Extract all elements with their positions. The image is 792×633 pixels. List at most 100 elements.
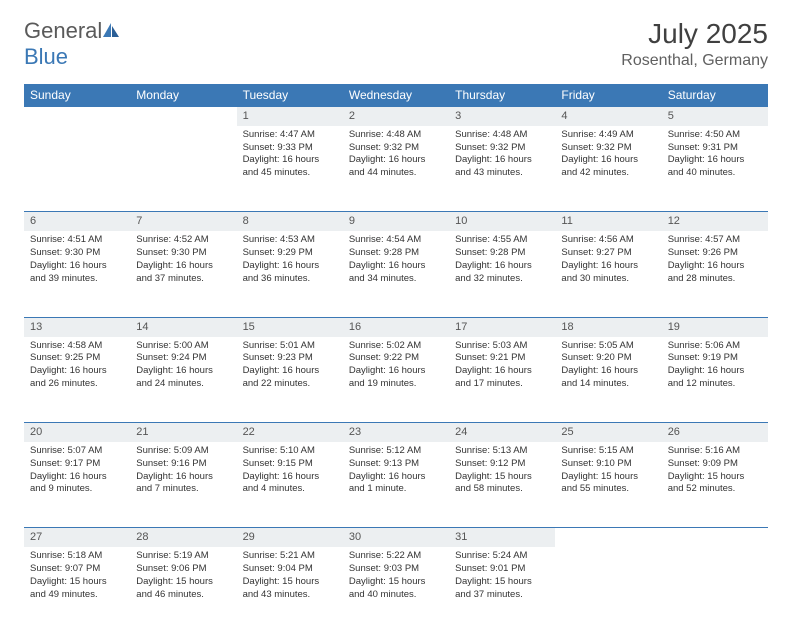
sunrise-text: Sunrise: 5:12 AM [349,445,443,458]
sunset-text: Sunset: 9:32 PM [561,142,655,155]
sunset-text: Sunset: 9:28 PM [455,247,549,260]
daylight-text: Daylight: 15 hours and 46 minutes. [136,576,230,602]
day-number: 28 [130,528,236,547]
day-header: Tuesday [237,84,343,107]
sunrise-text: Sunrise: 4:58 AM [30,340,124,353]
daylight-text: Daylight: 16 hours and 45 minutes. [243,154,337,180]
day-cell: Sunrise: 4:55 AMSunset: 9:28 PMDaylight:… [449,231,555,317]
day-cell: Sunrise: 4:50 AMSunset: 9:31 PMDaylight:… [662,126,768,212]
page-header: General Blue July 2025 Rosenthal, German… [24,18,768,70]
day-cell: Sunrise: 5:00 AMSunset: 9:24 PMDaylight:… [130,337,236,423]
empty-cell [662,528,768,547]
daylight-text: Daylight: 15 hours and 37 minutes. [455,576,549,602]
sunset-text: Sunset: 9:24 PM [136,352,230,365]
week-number-row: 20212223242526 [24,423,768,442]
day-cell: Sunrise: 5:09 AMSunset: 9:16 PMDaylight:… [130,442,236,528]
logo-text: General Blue [24,18,120,70]
day-number: 29 [237,528,343,547]
daylight-text: Daylight: 15 hours and 43 minutes. [243,576,337,602]
daylight-text: Daylight: 15 hours and 52 minutes. [668,471,762,497]
sunset-text: Sunset: 9:06 PM [136,563,230,576]
sunrise-text: Sunrise: 5:21 AM [243,550,337,563]
sunrise-text: Sunrise: 5:10 AM [243,445,337,458]
sunset-text: Sunset: 9:22 PM [349,352,443,365]
daylight-text: Daylight: 16 hours and 9 minutes. [30,471,124,497]
day-cell: Sunrise: 5:05 AMSunset: 9:20 PMDaylight:… [555,337,661,423]
sunrise-text: Sunrise: 4:48 AM [455,129,549,142]
day-cell: Sunrise: 4:58 AMSunset: 9:25 PMDaylight:… [24,337,130,423]
day-cell: Sunrise: 4:49 AMSunset: 9:32 PMDaylight:… [555,126,661,212]
sunset-text: Sunset: 9:25 PM [30,352,124,365]
sunrise-text: Sunrise: 5:22 AM [349,550,443,563]
day-number: 22 [237,423,343,442]
sunset-text: Sunset: 9:29 PM [243,247,337,260]
day-number: 9 [343,212,449,231]
day-header: Monday [130,84,236,107]
sunset-text: Sunset: 9:17 PM [30,458,124,471]
sunrise-text: Sunrise: 4:48 AM [349,129,443,142]
sunrise-text: Sunrise: 5:05 AM [561,340,655,353]
day-cell: Sunrise: 5:06 AMSunset: 9:19 PMDaylight:… [662,337,768,423]
day-cell: Sunrise: 5:02 AMSunset: 9:22 PMDaylight:… [343,337,449,423]
day-cell: Sunrise: 5:18 AMSunset: 9:07 PMDaylight:… [24,547,130,633]
week-number-row: 13141516171819 [24,317,768,336]
empty-cell [130,107,236,126]
day-number: 10 [449,212,555,231]
day-cell: Sunrise: 5:07 AMSunset: 9:17 PMDaylight:… [24,442,130,528]
day-cell: Sunrise: 5:13 AMSunset: 9:12 PMDaylight:… [449,442,555,528]
day-number: 1 [237,107,343,126]
day-cell: Sunrise: 4:57 AMSunset: 9:26 PMDaylight:… [662,231,768,317]
day-number: 14 [130,317,236,336]
daylight-text: Daylight: 16 hours and 19 minutes. [349,365,443,391]
sunrise-text: Sunrise: 4:53 AM [243,234,337,247]
sunrise-text: Sunrise: 5:07 AM [30,445,124,458]
sunrise-text: Sunrise: 4:51 AM [30,234,124,247]
day-cell: Sunrise: 4:53 AMSunset: 9:29 PMDaylight:… [237,231,343,317]
day-header: Saturday [662,84,768,107]
day-cell: Sunrise: 5:03 AMSunset: 9:21 PMDaylight:… [449,337,555,423]
empty-cell [662,547,768,633]
daylight-text: Daylight: 16 hours and 39 minutes. [30,260,124,286]
daylight-text: Daylight: 16 hours and 12 minutes. [668,365,762,391]
day-cell: Sunrise: 5:01 AMSunset: 9:23 PMDaylight:… [237,337,343,423]
daylight-text: Daylight: 16 hours and 43 minutes. [455,154,549,180]
daylight-text: Daylight: 16 hours and 7 minutes. [136,471,230,497]
sunset-text: Sunset: 9:12 PM [455,458,549,471]
sunrise-text: Sunrise: 5:01 AM [243,340,337,353]
day-cell: Sunrise: 5:24 AMSunset: 9:01 PMDaylight:… [449,547,555,633]
day-number: 6 [24,212,130,231]
empty-cell [24,126,130,212]
daylight-text: Daylight: 15 hours and 55 minutes. [561,471,655,497]
sunset-text: Sunset: 9:20 PM [561,352,655,365]
week-data-row: Sunrise: 4:47 AMSunset: 9:33 PMDaylight:… [24,126,768,212]
day-header-row: SundayMondayTuesdayWednesdayThursdayFrid… [24,84,768,107]
daylight-text: Daylight: 16 hours and 40 minutes. [668,154,762,180]
sunrise-text: Sunrise: 4:52 AM [136,234,230,247]
sunset-text: Sunset: 9:13 PM [349,458,443,471]
sunrise-text: Sunrise: 4:55 AM [455,234,549,247]
sunrise-text: Sunrise: 5:16 AM [668,445,762,458]
daylight-text: Daylight: 16 hours and 30 minutes. [561,260,655,286]
sunset-text: Sunset: 9:04 PM [243,563,337,576]
sunrise-text: Sunrise: 5:24 AM [455,550,549,563]
daylight-text: Daylight: 16 hours and 44 minutes. [349,154,443,180]
calendar-body: 12345Sunrise: 4:47 AMSunset: 9:33 PMDayl… [24,107,768,633]
daylight-text: Daylight: 16 hours and 17 minutes. [455,365,549,391]
logo-sail-icon [102,18,120,44]
week-number-row: 12345 [24,107,768,126]
day-cell: Sunrise: 5:19 AMSunset: 9:06 PMDaylight:… [130,547,236,633]
sunset-text: Sunset: 9:32 PM [455,142,549,155]
empty-cell [130,126,236,212]
daylight-text: Daylight: 16 hours and 42 minutes. [561,154,655,180]
sunset-text: Sunset: 9:26 PM [668,247,762,260]
day-number: 21 [130,423,236,442]
day-number: 8 [237,212,343,231]
daylight-text: Daylight: 15 hours and 40 minutes. [349,576,443,602]
day-number: 12 [662,212,768,231]
month-title: July 2025 [621,18,768,50]
day-cell: Sunrise: 4:56 AMSunset: 9:27 PMDaylight:… [555,231,661,317]
sunrise-text: Sunrise: 4:49 AM [561,129,655,142]
day-header: Thursday [449,84,555,107]
day-cell: Sunrise: 5:21 AMSunset: 9:04 PMDaylight:… [237,547,343,633]
sunrise-text: Sunrise: 4:47 AM [243,129,337,142]
